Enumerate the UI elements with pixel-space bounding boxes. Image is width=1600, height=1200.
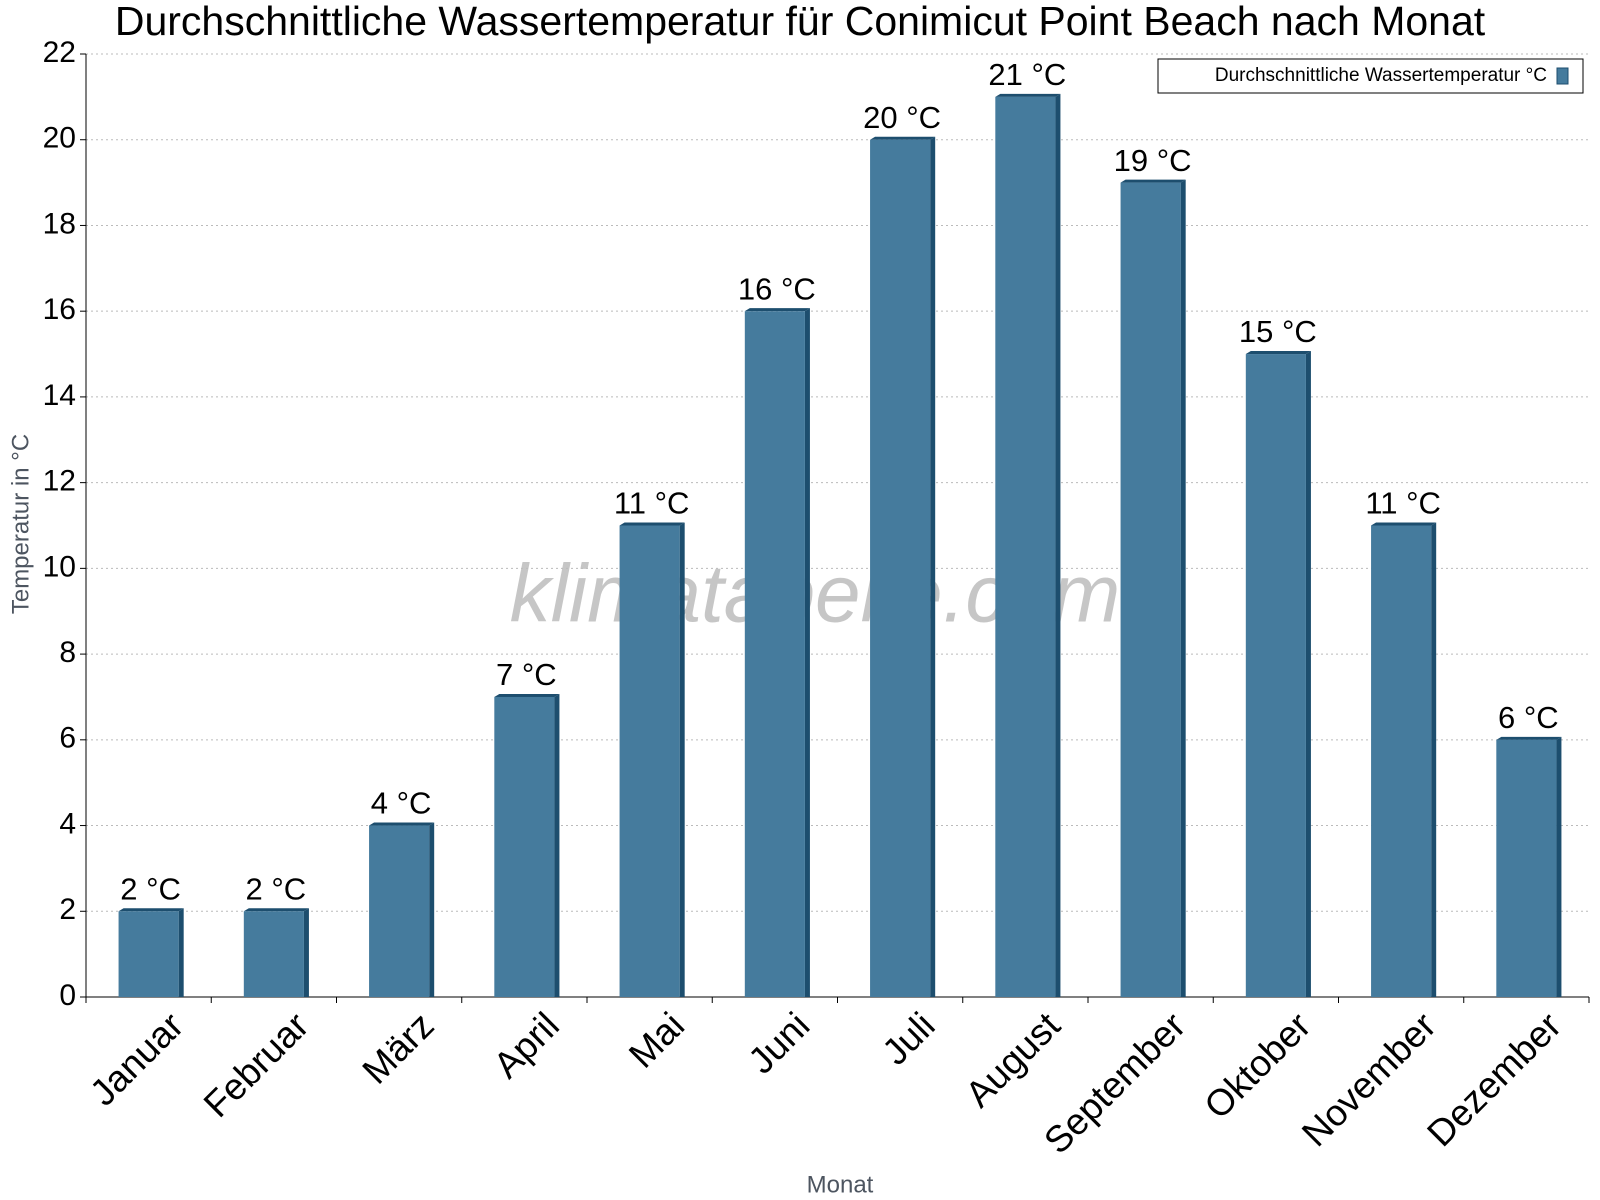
- x-tick-label: August: [957, 1004, 1068, 1115]
- legend-box: [1157, 58, 1584, 94]
- data-label: 21 °C: [988, 57, 1066, 92]
- data-label: 15 °C: [1239, 314, 1317, 349]
- data-label: 19 °C: [1114, 143, 1192, 178]
- data-label: 6 °C: [1498, 700, 1559, 735]
- bar: [995, 96, 1056, 997]
- bar: [118, 911, 179, 997]
- bar-side: [303, 908, 309, 997]
- data-label: 4 °C: [371, 786, 432, 821]
- x-tick-label: Januar: [82, 1005, 191, 1114]
- bar: [494, 696, 555, 997]
- bar-side: [1305, 351, 1311, 998]
- x-tick-label: Juni: [740, 1005, 817, 1082]
- y-tick-label: 18: [43, 207, 76, 240]
- bar-top: [1371, 522, 1437, 526]
- bar-top: [494, 693, 560, 697]
- chart-title: Durchschnittliche Wassertemperatur für C…: [115, 0, 1486, 44]
- data-label: 16 °C: [738, 271, 816, 306]
- y-tick-label: 12: [43, 465, 76, 498]
- x-tick-label: November: [1294, 1005, 1444, 1155]
- data-label: 11 °C: [614, 486, 690, 521]
- y-tick-label: 16: [43, 293, 76, 326]
- bar: [1245, 354, 1306, 998]
- bar-side: [1431, 522, 1437, 997]
- x-axis-label: Monat: [807, 1171, 874, 1198]
- bar-top: [1496, 736, 1562, 740]
- bar-side: [178, 908, 184, 997]
- data-label: 2 °C: [246, 871, 307, 906]
- bar-side: [1180, 179, 1186, 997]
- data-label: 2 °C: [120, 871, 181, 906]
- bar-top: [243, 908, 309, 912]
- bar-side: [1055, 93, 1061, 997]
- bar-side: [930, 136, 936, 997]
- y-tick-label: 8: [59, 636, 76, 669]
- bar-top: [870, 136, 936, 140]
- data-label: 20 °C: [863, 100, 941, 135]
- bar-top: [1120, 179, 1186, 183]
- y-tick-label: 6: [59, 722, 76, 755]
- y-tick-label: 4: [59, 807, 76, 840]
- bar-top: [619, 522, 685, 526]
- x-tick-label: Februar: [196, 1005, 317, 1126]
- y-tick-label: 2: [59, 893, 76, 926]
- x-tick-label: April: [486, 1005, 567, 1086]
- bar: [1496, 739, 1557, 997]
- bar-side: [554, 693, 560, 997]
- bar: [619, 525, 680, 997]
- bar: [1371, 525, 1432, 997]
- y-tick-label: 0: [59, 979, 76, 1012]
- x-tick-label: Mai: [621, 1005, 692, 1076]
- bar: [1120, 182, 1181, 997]
- bar: [870, 139, 931, 997]
- bar-side: [804, 308, 810, 997]
- bar: [243, 911, 304, 997]
- bar: [744, 311, 805, 997]
- bar-side: [679, 522, 685, 997]
- bar-side: [1556, 736, 1562, 997]
- bar-top: [369, 822, 435, 826]
- x-tick-label: März: [355, 1005, 442, 1092]
- legend-label: Durchschnittliche Wassertemperatur °C: [1215, 65, 1547, 86]
- bar: [369, 825, 430, 997]
- x-tick-label: Oktober: [1196, 1005, 1318, 1127]
- bar-side: [429, 822, 435, 997]
- y-tick-label: 20: [43, 122, 76, 155]
- bar-top: [995, 93, 1061, 97]
- y-tick-label: 10: [43, 550, 76, 583]
- y-axis-label: Temperatur in °C: [7, 434, 34, 614]
- data-label: 11 °C: [1365, 486, 1441, 521]
- y-tick-label: 14: [43, 379, 76, 412]
- bar-top: [118, 908, 184, 912]
- legend-swatch: [1556, 67, 1569, 85]
- x-tick-label: Juli: [874, 1005, 942, 1073]
- data-label: 7 °C: [496, 657, 557, 692]
- x-tick-label: Dezember: [1419, 1005, 1569, 1155]
- y-tick-label: 22: [43, 36, 76, 69]
- bar-top: [744, 308, 810, 312]
- bar-top: [1245, 351, 1311, 355]
